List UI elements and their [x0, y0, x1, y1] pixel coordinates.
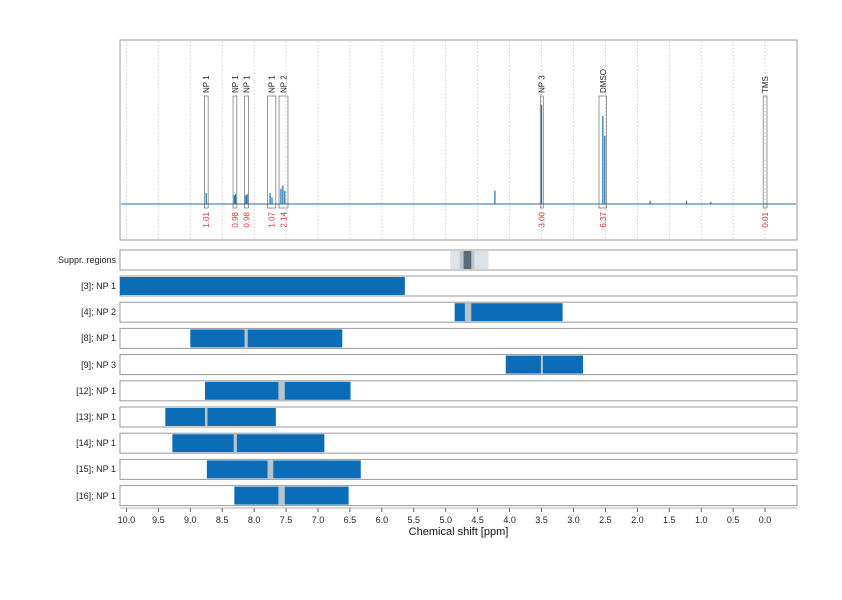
x-tick-label: 8.5 [216, 515, 229, 525]
peak-label-text: NP 3 [538, 75, 547, 93]
peak-integral-value: 3.00 [538, 211, 547, 227]
annotation-bar [165, 408, 276, 426]
annotation-row-label: [9]; NP 3 [81, 359, 116, 370]
annotation-bar-gap [464, 303, 472, 322]
annotation-bar-gap [267, 460, 274, 479]
x-tick-label: 3.0 [567, 515, 580, 525]
x-tick-label: 1.5 [663, 515, 676, 525]
peak-label-box [278, 95, 289, 209]
peak-label-text: DMSO [599, 69, 608, 93]
suppr-region-dark [463, 251, 472, 269]
annotation-bar-gap [278, 381, 285, 400]
annotation-row-label: [15]; NP 1 [76, 464, 116, 475]
x-tick-label: 1.0 [695, 515, 708, 525]
spectrum-panel-frame [119, 39, 798, 241]
suppr-row-label: Suppr. regions [57, 255, 116, 265]
peak-integral-value: 0.01 [761, 211, 770, 227]
peak-label-text: NP 1 [242, 75, 251, 93]
annotation-bar [234, 486, 349, 505]
x-tick-label: 4.5 [471, 515, 484, 525]
peak-integral-value: 1.01 [202, 211, 211, 227]
annotation-bar-gap [244, 329, 248, 348]
peak-label-text: NP 1 [202, 75, 211, 93]
peak-label-box [598, 95, 607, 209]
annotation-bar [172, 434, 325, 453]
peak-integral-value: 6.37 [599, 211, 608, 227]
annotation-bar-gap [233, 434, 237, 453]
peak-integral-value: 0.98 [242, 211, 251, 227]
x-tick-label: 4.0 [503, 515, 516, 525]
annotation-bar [206, 460, 361, 479]
annotation-bar-gap [540, 355, 543, 374]
x-tick-label: 0.0 [759, 515, 772, 525]
peak-label-text: NP 2 [280, 75, 289, 93]
peak-integral-value: 1.07 [268, 211, 277, 227]
annotation-row-label: [13]; NP 1 [76, 412, 116, 422]
peak-label-box [267, 95, 277, 209]
annotation-row-label: [8]; NP 1 [81, 333, 116, 344]
annotation-bar [190, 329, 343, 348]
x-tick-label: 6.5 [344, 515, 357, 525]
x-tick-label: 5.5 [408, 515, 421, 525]
annotation-row-label: [16]; NP 1 [76, 490, 116, 501]
x-tick-label: 7.5 [280, 515, 293, 525]
x-tick-label: 9.0 [184, 515, 197, 525]
x-tick-label: 9.5 [152, 515, 165, 525]
annotation-row-label: [4]; NP 2 [81, 307, 116, 318]
x-tick-label: 7.0 [312, 515, 325, 525]
peak-label-box [204, 95, 209, 209]
x-tick-label: 6.0 [376, 515, 389, 525]
annotation-row-frame [119, 406, 798, 428]
annotation-row-label: [3]; NP 1 [81, 281, 116, 291]
peak-label-text: NP 1 [231, 75, 240, 93]
x-axis-title: Chemical shift [ppm] [408, 526, 509, 538]
peak-label-box [244, 95, 249, 209]
annotation-bar-gap [204, 408, 208, 426]
annotation-bar-gap [278, 486, 285, 505]
x-tick-label: 0.5 [727, 515, 740, 525]
annotation-row-frame [119, 485, 798, 507]
annotation-row-label: [14]; NP 1 [76, 438, 116, 449]
peak-integral-value: 2.14 [280, 211, 289, 227]
x-tick-label: 10.0 [118, 515, 136, 525]
x-tick-label: 3.5 [535, 515, 548, 525]
annotation-bar [454, 303, 563, 322]
x-tick-label: 2.5 [599, 515, 612, 525]
peak-label-box [539, 95, 544, 209]
annotation-bar [120, 277, 405, 295]
peak-label-box [762, 95, 768, 209]
annotation-row-frame [119, 354, 798, 376]
peak-integral-value: 0.98 [231, 211, 240, 227]
peak-label-box [232, 95, 238, 209]
x-tick-label: 5.0 [439, 515, 452, 525]
annotation-bar [505, 355, 584, 374]
peak-label-text: TMS [761, 76, 770, 93]
peak-label-text: NP 1 [268, 75, 277, 93]
annotation-row-label: [12]; NP 1 [76, 385, 116, 396]
x-tick-label: 2.0 [631, 515, 644, 525]
x-tick-label: 8.0 [248, 515, 261, 525]
annotation-bar [204, 381, 351, 400]
